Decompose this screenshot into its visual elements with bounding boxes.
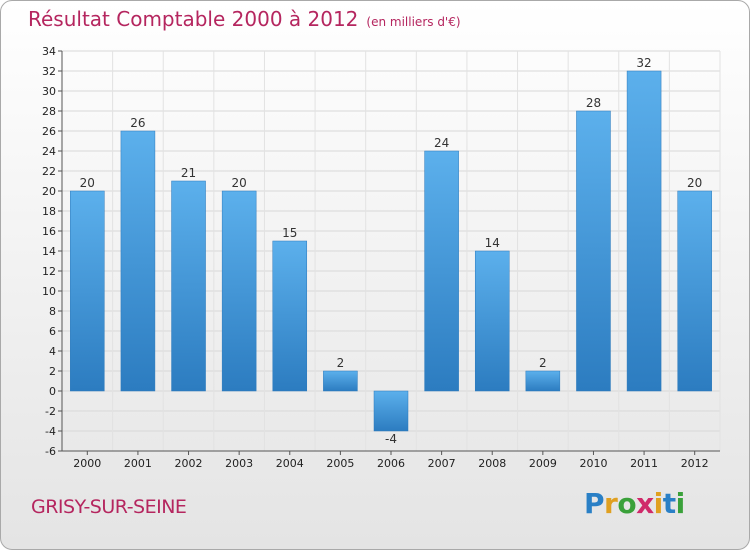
data-label-2005: 2 <box>337 356 345 370</box>
logo-letter: x <box>636 487 654 520</box>
y-tick-label: 10 <box>42 285 56 298</box>
data-label-2003: 20 <box>232 176 247 190</box>
x-tick-label: 2001 <box>124 457 152 470</box>
y-tick-label: 2 <box>49 365 56 378</box>
y-tick-label: 16 <box>42 225 56 238</box>
data-label-2007: 24 <box>434 136 449 150</box>
y-tick-label: -2 <box>45 405 56 418</box>
x-tick-label: 2007 <box>428 457 456 470</box>
bar-2011 <box>626 70 662 392</box>
y-tick-label: 32 <box>42 65 56 78</box>
bar-2010 <box>576 110 611 392</box>
y-tick-label: 30 <box>42 85 56 98</box>
y-tick-label: 26 <box>42 125 56 138</box>
x-tick-label: 2008 <box>478 457 506 470</box>
commune-name: GRISY-SUR-SEINE <box>31 496 187 518</box>
data-label-2004: 15 <box>282 226 297 240</box>
bar-2012 <box>677 190 712 392</box>
x-tick-label: 2009 <box>529 457 557 470</box>
logo-letter: o <box>617 487 637 520</box>
data-label-2009: 2 <box>539 356 547 370</box>
axis-layer: -6-4-20246810121416182022242628303234200… <box>42 45 720 470</box>
chart-subtitle: (en milliers d'€) <box>366 15 461 29</box>
bar-2003 <box>221 190 257 392</box>
x-tick-label: 2011 <box>630 457 658 470</box>
y-tick-label: 34 <box>42 45 56 58</box>
logo-letter: r <box>604 487 618 520</box>
data-label-2011: 32 <box>636 56 651 70</box>
y-tick-label: 24 <box>42 145 56 158</box>
bar-2000 <box>70 190 105 392</box>
bar-2005 <box>323 370 358 392</box>
x-tick-label: 2004 <box>276 457 304 470</box>
bar-2008 <box>474 250 510 392</box>
label-layer: 20 26 21 20 15 2 -4 24 14 2 28 32 20 <box>80 56 703 446</box>
bar-2007 <box>424 150 459 392</box>
bar-layer <box>70 70 712 432</box>
chart-title-text: Résultat Comptable 2000 à 2012 <box>28 7 359 31</box>
bar-2004 <box>272 240 308 392</box>
data-label-2000: 20 <box>80 176 95 190</box>
y-tick-label: 0 <box>49 385 56 398</box>
data-label-2001: 26 <box>130 116 145 130</box>
data-label-2010: 28 <box>586 96 601 110</box>
y-tick-label: 28 <box>42 105 56 118</box>
y-tick-label: 8 <box>49 305 56 318</box>
x-tick-label: 2003 <box>225 457 253 470</box>
bar-2002 <box>171 180 206 392</box>
y-tick-label: 12 <box>42 265 56 278</box>
logo-letter: i <box>675 487 686 520</box>
data-label-2012: 20 <box>687 176 702 190</box>
x-tick-label: 2010 <box>579 457 607 470</box>
proxiti-logo: Proxiti <box>584 487 685 520</box>
y-tick-label: 6 <box>49 325 56 338</box>
y-tick-label: 14 <box>42 245 56 258</box>
y-tick-label: 18 <box>42 205 56 218</box>
data-label-2008: 14 <box>485 236 500 250</box>
chart-title: Résultat Comptable 2000 à 2012 (en millie… <box>28 7 461 31</box>
y-tick-label: 4 <box>49 345 56 358</box>
y-tick-label: 20 <box>42 185 56 198</box>
y-tick-label: -6 <box>45 445 56 458</box>
y-tick-label: 22 <box>42 165 56 178</box>
x-tick-label: 2006 <box>377 457 405 470</box>
y-tick-label: -4 <box>45 425 56 438</box>
data-label-2002: 21 <box>181 166 196 180</box>
x-tick-label: 2005 <box>326 457 354 470</box>
bar-2009 <box>525 370 561 392</box>
x-tick-label: 2002 <box>175 457 203 470</box>
x-tick-label: 2012 <box>681 457 709 470</box>
data-label-2006: -4 <box>385 432 397 446</box>
x-tick-label: 2000 <box>73 457 101 470</box>
logo-letter: t <box>662 487 676 520</box>
logo-letter: P <box>584 487 605 520</box>
bar-2001 <box>120 130 156 392</box>
logo-letter: i <box>653 487 664 520</box>
bar-2006 <box>373 390 409 432</box>
